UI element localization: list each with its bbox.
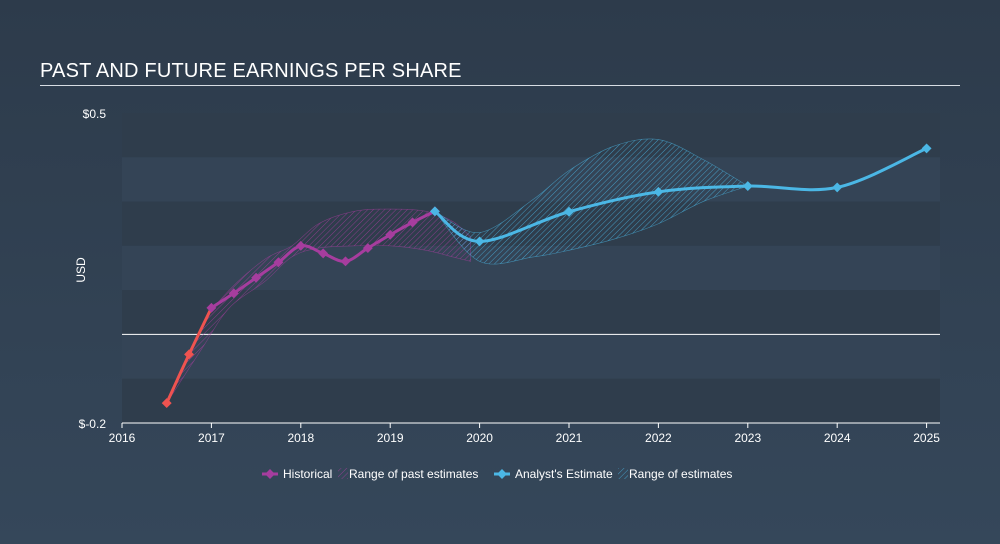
historical-point[interactable] <box>251 272 262 283</box>
legend-item-historical[interactable]: Historical <box>262 467 332 481</box>
grid-band <box>122 378 940 423</box>
historical-point[interactable] <box>295 240 306 251</box>
x-tick-label: 2020 <box>466 431 493 445</box>
legend-item-past-range[interactable]: Range of past estimates <box>338 467 478 481</box>
x-tick-label: 2016 <box>109 431 136 445</box>
historical-point[interactable] <box>184 349 194 360</box>
y-tick-label-bottom: $-0.2 <box>79 417 107 431</box>
historical-point[interactable] <box>362 243 373 254</box>
grid-band <box>122 113 940 158</box>
historical-point[interactable] <box>318 248 329 259</box>
series-markers <box>161 143 932 409</box>
x-axis: 2016 2017 2018 2019 2020 2021 2022 2023 2024 2025 <box>109 423 940 445</box>
historical-point[interactable] <box>407 217 418 228</box>
historical-point[interactable] <box>228 288 239 299</box>
title-divider <box>40 85 960 86</box>
chart-title: PAST AND FUTURE EARNINGS PER SHARE <box>40 60 462 82</box>
grid-band <box>122 290 940 335</box>
legend-item-future-range[interactable]: Range of estimates <box>618 467 732 481</box>
estimate-point[interactable] <box>653 186 664 197</box>
grid-band <box>122 157 940 202</box>
legend-historical-label: Historical <box>283 467 332 481</box>
y-axis-label: USD <box>74 257 88 283</box>
historical-point[interactable] <box>385 229 396 240</box>
x-tick-label: 2025 <box>913 431 940 445</box>
estimate-point[interactable] <box>832 182 843 193</box>
grid-band <box>122 334 940 379</box>
x-tick-label: 2022 <box>645 431 672 445</box>
x-tick-label: 2021 <box>556 431 583 445</box>
x-tick-label: 2019 <box>377 431 404 445</box>
legend-future-range-label: Range of estimates <box>629 467 732 481</box>
grid-bands <box>122 113 940 423</box>
legend-item-estimate[interactable]: Analyst's Estimate <box>494 467 613 481</box>
x-tick-label: 2017 <box>198 431 225 445</box>
historical-point[interactable] <box>273 257 284 268</box>
estimate-point[interactable] <box>742 181 753 192</box>
legend-past-range-label: Range of past estimates <box>349 467 478 481</box>
x-tick-label: 2018 <box>287 431 314 445</box>
historical-point[interactable] <box>161 398 172 409</box>
legend: Historical Range of past estimates Analy… <box>262 467 732 481</box>
historical-point[interactable] <box>340 256 351 267</box>
estimate-point[interactable] <box>474 236 485 247</box>
y-tick-label-top: $0.5 <box>83 107 107 121</box>
estimate-point[interactable] <box>921 143 932 154</box>
historical-point[interactable] <box>206 302 217 313</box>
estimate-point[interactable] <box>429 206 440 217</box>
x-tick-label: 2023 <box>734 431 761 445</box>
x-tick-label: 2024 <box>824 431 851 445</box>
estimate-point[interactable] <box>564 206 574 217</box>
legend-estimate-label: Analyst's Estimate <box>515 467 613 481</box>
